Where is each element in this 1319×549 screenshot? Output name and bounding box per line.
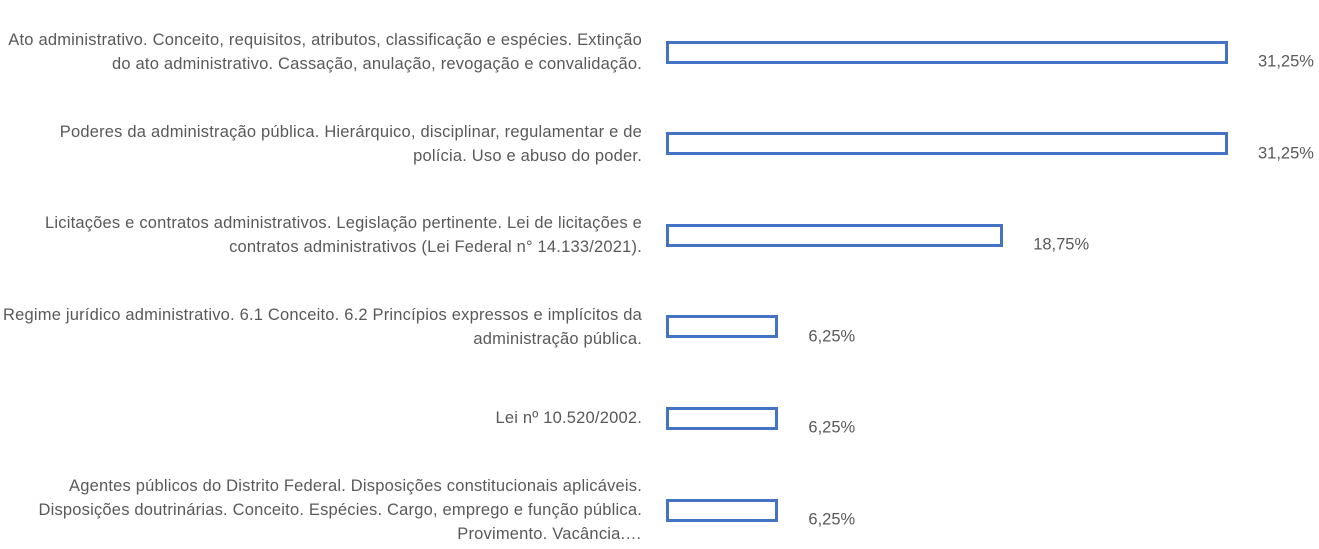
value-label: 18,75%: [1033, 235, 1090, 254]
value-label: 6,25%: [808, 510, 856, 529]
bar: [666, 498, 779, 522]
bar: [666, 406, 779, 430]
category-label: Licitações e contratos administrativos. …: [45, 214, 642, 257]
value-label: 31,25%: [1258, 144, 1314, 163]
bar: [666, 40, 1228, 64]
value-label: 31,25%: [1258, 52, 1314, 71]
bar: [666, 132, 1228, 156]
bar: [666, 315, 779, 339]
value-label: 6,25%: [808, 327, 856, 346]
category-label: Ato administrativo. Conceito, requisitos…: [8, 31, 642, 73]
value-label: 6,25%: [808, 418, 856, 437]
category-label: Agentes públicos do Distrito Federal. Di…: [38, 477, 642, 543]
bar: [666, 223, 1004, 247]
category-label: Regime jurídico administrativo. 6.1 Conc…: [3, 305, 642, 348]
category-label: Poderes da administração pública. Hierár…: [59, 122, 642, 165]
category-label: Lei nº 10.520/2002.: [495, 409, 642, 428]
